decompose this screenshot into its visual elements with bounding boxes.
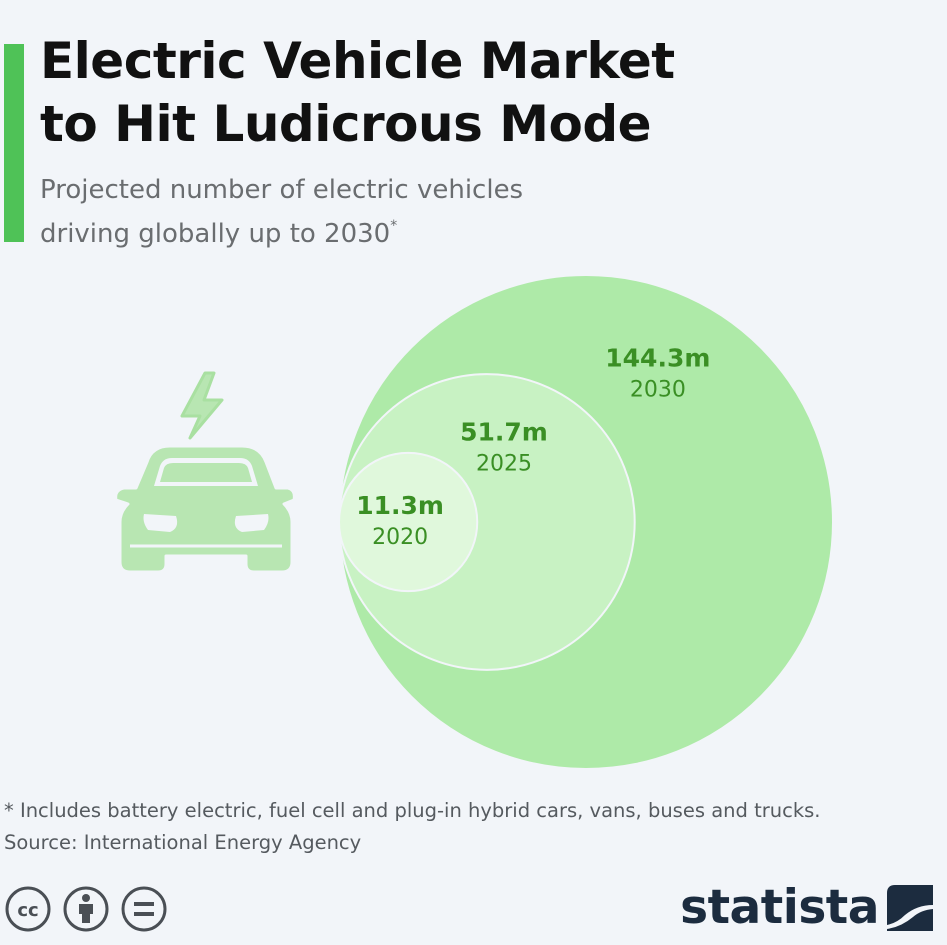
year-label-2020: 2020 xyxy=(372,525,428,550)
bubble-2020 xyxy=(338,451,479,593)
brand-name: statista xyxy=(680,880,879,935)
subtitle-line-1: Projected number of electric vehicles xyxy=(40,175,524,205)
page-title: Electric Vehicle Market to Hit Ludicrous… xyxy=(40,30,920,156)
value-label-2020: 11.3m xyxy=(356,491,444,520)
footnote: * Includes battery electric, fuel cell a… xyxy=(4,795,944,859)
statista-logo[interactable]: statista xyxy=(680,878,933,938)
year-label-2025: 2025 xyxy=(476,452,532,477)
footnote-source: Source: International Energy Agency xyxy=(4,831,362,854)
license-icons: cc xyxy=(4,885,168,935)
svg-text:cc: cc xyxy=(17,900,38,921)
subtitle-line-2: driving globally up to 2030* xyxy=(40,218,398,249)
footnote-note: * Includes battery electric, fuel cell a… xyxy=(4,799,821,822)
statista-logo-icon xyxy=(887,885,933,931)
title-line-1: Electric Vehicle Market xyxy=(40,32,675,90)
value-label-2030: 144.3m xyxy=(605,343,710,372)
year-label-2030: 2030 xyxy=(630,377,686,402)
value-label-2025: 51.7m xyxy=(460,418,548,447)
bubble-chart: 144.3m 2030 51.7m 2025 11.3m 2020 xyxy=(114,274,834,770)
creative-commons-icon[interactable]: cc xyxy=(4,885,52,933)
attribution-icon[interactable] xyxy=(62,885,110,933)
subtitle-asterisk: * xyxy=(390,218,398,234)
title-line-2: to Hit Ludicrous Mode xyxy=(40,95,652,153)
electric-car-icon xyxy=(114,371,296,574)
lightning-bolt-icon xyxy=(180,371,224,440)
subtitle: Projected number of electric vehicles dr… xyxy=(40,172,740,252)
accent-bar xyxy=(4,44,24,242)
no-derivatives-icon[interactable] xyxy=(120,885,168,933)
